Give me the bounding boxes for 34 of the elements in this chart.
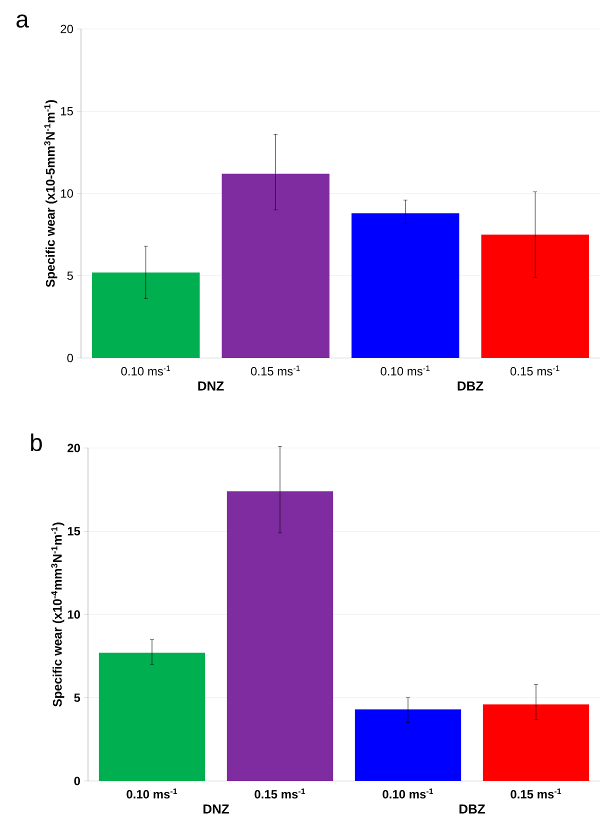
y-tick-label: 10 bbox=[61, 189, 73, 198]
x-tick-label: 0.10 ms$^{-1}$ bbox=[126, 788, 178, 798]
bar bbox=[354, 709, 462, 781]
y-axis-title: Specific wear (x10-5mm$^{3}$N$^{-1}$m$^{-1}$) bbox=[44, 100, 58, 288]
x-tick-label: 0.10 ms$^{-1}$ bbox=[121, 366, 170, 376]
x-tick-label: 0.15 ms$^{-1}$ bbox=[250, 366, 300, 376]
y-tick-label: 5 bbox=[74, 694, 80, 702]
x-tick-label: 0.10 ms$^{-1}$ bbox=[382, 788, 434, 798]
y-tick-label: 20 bbox=[68, 444, 80, 452]
x-tick-label: 0.10 ms$^{-1}$ bbox=[380, 366, 430, 376]
text: DNZ bbox=[204, 804, 229, 814]
text: DNZ bbox=[198, 382, 224, 390]
text: DBZ bbox=[460, 804, 485, 814]
bar bbox=[482, 704, 590, 781]
x-tick-label: 0.15 ms$^{-1}$ bbox=[510, 788, 562, 798]
y-tick-label: 15 bbox=[61, 107, 73, 116]
bar bbox=[222, 174, 330, 358]
y-tick-label: 0 bbox=[67, 354, 74, 362]
y-tick-label: 5 bbox=[67, 272, 73, 280]
y-tick-label: 0 bbox=[74, 776, 80, 786]
bar bbox=[92, 272, 200, 358]
x-tick-label: 0.15 ms$^{-1}$ bbox=[254, 788, 306, 798]
x-tick-label: 0.15 ms$^{-1}$ bbox=[510, 366, 560, 376]
y-tick-label: 20 bbox=[60, 24, 73, 34]
bar bbox=[481, 234, 589, 358]
bar bbox=[352, 213, 460, 358]
y-tick-label: 10 bbox=[68, 610, 80, 619]
chart-title: b bbox=[31, 434, 42, 452]
chart-title: a bbox=[16, 14, 29, 28]
bar bbox=[226, 491, 334, 781]
y-tick-label: 15 bbox=[68, 527, 80, 536]
text: DBZ bbox=[458, 382, 484, 390]
bar bbox=[98, 652, 206, 781]
text: Specific wear (x10$^{-4}$mm$^{3}$N$^{-1}$m$^{-1}$) bbox=[51, 522, 64, 707]
